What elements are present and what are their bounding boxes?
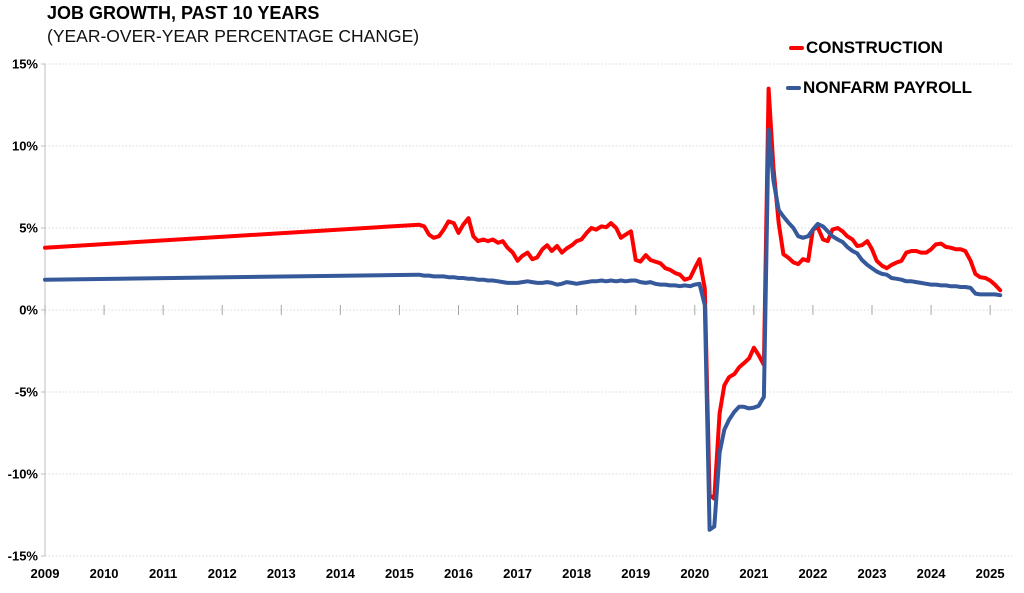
construction-line-swatch [789,46,804,50]
legend-label-construction: CONSTRUCTION [806,38,943,57]
chart-title: JOB GROWTH, PAST 10 YEARS [47,3,320,23]
y-tick-label: 15% [12,57,38,72]
y-tick-label: 10% [12,139,38,154]
x-tick-label: 2024 [917,566,947,581]
y-tick-label: 0% [19,303,38,318]
x-tick-label: 2019 [621,566,650,581]
x-tick-label: 2017 [503,566,532,581]
nonfarm-payroll-line [43,127,1003,532]
x-tick-label: 2022 [798,566,827,581]
legend-label-nonfarm-payroll: NONFARM PAYROLL [803,78,973,97]
x-tick-label: 2010 [90,566,119,581]
y-tick-label: -10% [8,467,39,482]
x-tick-label: 2009 [31,566,60,581]
legend-item-construction: CONSTRUCTION [789,38,943,58]
x-tick-label: 2014 [326,566,356,581]
y-tick-label: 5% [19,221,38,236]
x-tick-label: 2015 [385,566,414,581]
y-tick-label: -15% [8,549,39,564]
chart-subtitle: (YEAR-OVER-YEAR PERCENTAGE CHANGE) [47,26,420,46]
x-tick-label: 2025 [976,566,1005,581]
construction-line [43,86,1003,501]
x-tick-label: 2016 [444,566,473,581]
legend-item-nonfarm-payroll: NONFARM PAYROLL [786,78,972,98]
x-tick-label: 2020 [680,566,709,581]
x-tick-label: 2011 [149,566,177,581]
x-tick-label: 2021 [739,566,768,581]
nonfarm-payroll-line-swatch [786,86,801,90]
x-tick-label: 2012 [208,566,237,581]
x-tick-label: 2023 [858,566,887,581]
x-tick-label: 2018 [562,566,591,581]
x-tick-label: 2013 [267,566,296,581]
y-tick-label: -5% [15,385,39,400]
